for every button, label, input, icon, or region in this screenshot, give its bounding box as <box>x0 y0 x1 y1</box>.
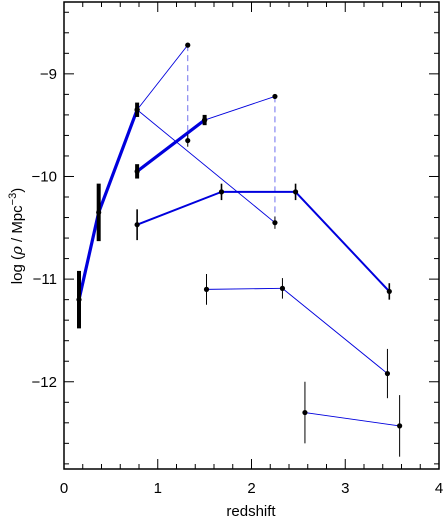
x-tick-label: 2 <box>247 480 255 497</box>
series-line <box>136 190 223 226</box>
data-points <box>76 42 403 429</box>
series-line <box>77 210 101 302</box>
y-tick-labels: −12 −11 −10 −9 <box>32 66 57 391</box>
series-line <box>294 190 391 293</box>
error-bars <box>77 102 401 457</box>
data-point <box>279 285 286 291</box>
data-point <box>218 189 225 195</box>
data-point <box>185 137 191 144</box>
data-point <box>292 189 299 195</box>
x-tick-label: 0 <box>60 480 68 497</box>
x-tick-label: 4 <box>435 480 443 497</box>
data-point <box>96 209 102 216</box>
data-point <box>397 423 403 429</box>
x-tick-label: 1 <box>154 480 162 497</box>
data-point <box>134 222 140 228</box>
y-axis-title: log (ρ / Mpc−3) <box>7 188 26 284</box>
series-line <box>304 412 401 427</box>
data-point <box>384 370 391 377</box>
data-point <box>272 93 278 100</box>
series-line <box>136 44 189 111</box>
series-line <box>136 109 276 224</box>
data-point <box>202 117 208 123</box>
data-point <box>302 409 308 416</box>
series-line <box>206 287 283 290</box>
series-line <box>204 95 276 121</box>
series-line <box>281 287 388 374</box>
y-tick-label: −11 <box>33 271 57 288</box>
y-tick-label: −12 <box>32 374 57 391</box>
data-point <box>185 42 191 48</box>
series-lines <box>77 44 401 427</box>
data-point <box>76 297 82 303</box>
data-point <box>134 107 140 113</box>
data-point <box>386 288 392 295</box>
y-tick-label: −9 <box>40 66 57 83</box>
data-point <box>203 286 210 292</box>
plot-frame <box>63 1 440 470</box>
data-point <box>134 168 140 174</box>
x-axis-title: redshift <box>226 503 276 520</box>
data-point <box>272 220 278 226</box>
series-line <box>97 108 139 215</box>
y-tick-label: −10 <box>32 168 57 185</box>
axis-ticks <box>63 2 440 469</box>
x-tick-labels: 0 1 2 3 4 <box>60 480 443 497</box>
series-line <box>135 118 207 173</box>
x-tick-label: 3 <box>341 480 349 497</box>
